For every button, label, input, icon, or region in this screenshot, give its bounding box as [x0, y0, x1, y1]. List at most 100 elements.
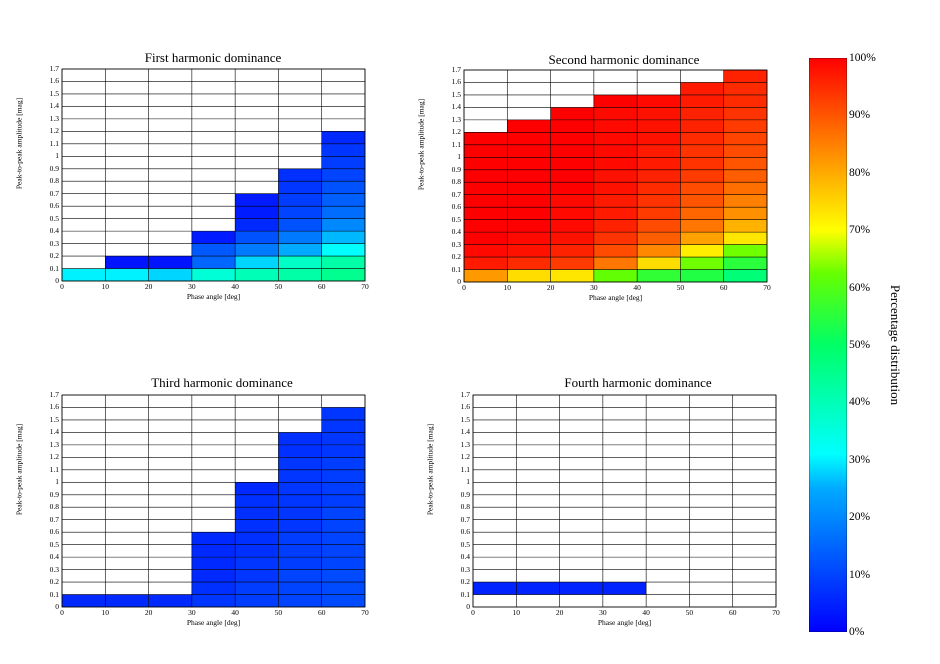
x-tick-label: 50	[676, 283, 685, 292]
heatmap-cell	[680, 144, 724, 158]
heatmap-cell	[191, 569, 236, 583]
heatmap-cell	[191, 532, 236, 545]
heatmap-cell	[550, 132, 594, 145]
heatmap-cell	[464, 257, 508, 270]
heatmap-cell	[723, 119, 767, 133]
heatmap-cell	[321, 444, 365, 458]
y-tick-label: 0	[466, 602, 470, 611]
x-tick-label: 40	[231, 282, 239, 291]
heatmap-cell	[191, 594, 236, 607]
x-axis-label: Phase angle [deg]	[186, 292, 241, 301]
heatmap-cell	[278, 168, 322, 182]
heatmap-cell	[464, 269, 508, 282]
heatmap-cell	[321, 268, 365, 281]
y-tick-label: 1.1	[49, 138, 59, 148]
heatmap-cell	[637, 219, 681, 233]
heatmap-cell	[235, 569, 279, 583]
heatmap-cell	[278, 256, 322, 269]
heatmap-cell	[723, 70, 767, 83]
heatmap-cell	[464, 232, 508, 245]
heatmap-cell	[637, 157, 681, 170]
heatmap-cell	[235, 494, 279, 508]
heatmap-cell	[593, 244, 638, 258]
heatmap-cell	[723, 169, 767, 183]
heatmap-cell	[278, 594, 322, 607]
y-tick-label: 0	[55, 602, 59, 611]
heatmap-cell	[550, 257, 594, 270]
heatmap-cell	[321, 432, 365, 445]
heatmap-cell	[321, 594, 365, 607]
heatmap-svg	[472, 394, 777, 608]
x-tick-label: 60	[317, 282, 326, 291]
y-tick-label: 0.1	[460, 589, 470, 599]
heatmap-cell	[464, 244, 508, 258]
x-axis-label: Phase angle [deg]	[597, 618, 652, 627]
y-tick-label: 1.7	[460, 390, 470, 399]
heatmap-cell	[235, 532, 279, 545]
heatmap-cell	[321, 532, 365, 545]
y-axis-label: Peak-to-peak amplitude [mag]	[14, 423, 24, 516]
y-tick-label: 1.1	[460, 464, 470, 474]
heatmap-cell	[723, 257, 767, 270]
heatmap-cell	[723, 232, 767, 245]
heatmap-cell	[278, 482, 322, 495]
y-tick-label: 1	[466, 477, 470, 487]
y-axis-label: Peak-to-peak amplitude [mag]	[416, 98, 426, 191]
y-tick-label: 0.9	[49, 163, 59, 173]
x-tick-label: 0	[471, 608, 475, 617]
heatmap-cell	[191, 582, 236, 595]
heatmap-cell	[191, 268, 236, 281]
x-tick-label: 10	[101, 608, 110, 617]
heatmap-cell	[723, 82, 767, 95]
x-tick-label: 50	[274, 282, 283, 291]
heatmap-cell	[723, 107, 767, 120]
heatmap-cell	[235, 218, 279, 232]
heatmap-cell	[148, 256, 192, 269]
plot-frame	[472, 394, 777, 608]
heatmap-cell	[593, 132, 638, 145]
heatmap-cell	[593, 182, 638, 195]
heatmap-cell	[680, 244, 724, 258]
heatmap-cell	[723, 157, 767, 170]
x-tick-label: 70	[361, 608, 369, 617]
heatmap-cell	[321, 544, 365, 558]
heatmap-cell	[680, 269, 724, 282]
heatmap-cell	[235, 193, 279, 207]
y-tick-label: 1.5	[49, 88, 59, 98]
heatmap-cell	[637, 169, 681, 183]
heatmap-cell	[105, 256, 149, 269]
y-tick-label: 0.6	[460, 527, 470, 537]
heatmap-cell	[278, 457, 322, 470]
heatmap-cell	[321, 193, 365, 207]
heatmap-cell	[516, 582, 560, 595]
x-tick-label: 20	[144, 608, 153, 617]
y-tick-label: 0.1	[49, 589, 59, 599]
heatmap-cell	[723, 182, 767, 195]
heatmap-cell	[680, 207, 724, 220]
plot-area	[472, 394, 777, 608]
heatmap-cell	[507, 144, 551, 158]
y-tick-label: 1.1	[49, 464, 59, 474]
heatmap-cell	[464, 207, 508, 220]
heatmap-cell	[637, 144, 681, 158]
y-tick-label: 0.2	[49, 251, 59, 261]
x-tick-label: 40	[633, 283, 641, 292]
y-tick-label: 0	[457, 277, 461, 286]
heatmap-cell	[148, 594, 192, 607]
x-tick-label: 20	[144, 282, 153, 291]
heatmap-cell	[278, 206, 322, 219]
heatmap-cell	[321, 569, 365, 583]
heatmap-cell	[235, 519, 279, 533]
x-tick-label: 20	[555, 608, 564, 617]
heatmap-cell	[507, 119, 551, 133]
y-tick-label: 1.7	[49, 390, 59, 399]
y-tick-label: 1.5	[460, 414, 470, 424]
x-tick-label: 30	[599, 608, 607, 617]
y-tick-label: 1.6	[49, 76, 59, 86]
heatmap-cell	[680, 82, 724, 95]
heatmap-cell	[235, 557, 279, 570]
x-tick-label: 10	[512, 608, 521, 617]
heatmap-cell	[464, 144, 508, 158]
y-tick-label: 0.2	[451, 252, 461, 262]
